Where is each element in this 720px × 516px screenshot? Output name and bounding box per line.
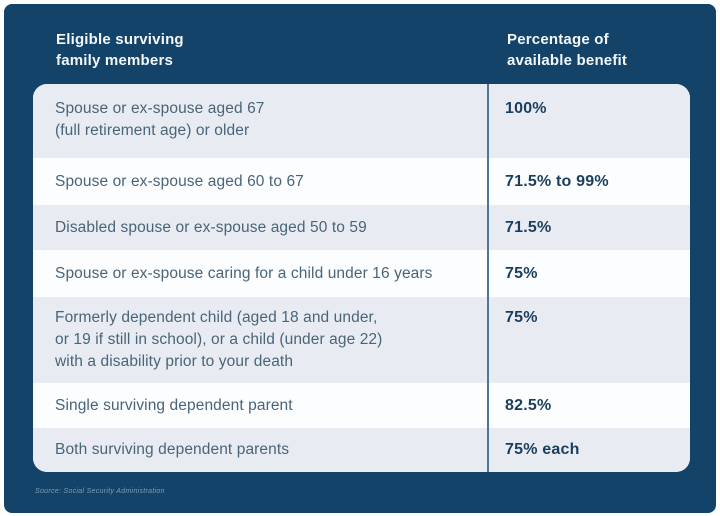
navy-panel: Eligible surviving family members Percen… <box>4 4 716 513</box>
benefit-cell: 82.5% <box>487 383 690 428</box>
member-cell: Both surviving dependent parents <box>55 441 290 458</box>
source-attribution: Source: Social Security Administration <box>35 488 165 495</box>
member-cell: Single surviving dependent parent <box>55 396 293 414</box>
benefits-table: Spouse or ex-spouse aged 67 (full retire… <box>33 84 690 472</box>
table-row: Spouse or ex-spouse aged 67 (full retire… <box>33 84 690 158</box>
table-row: Both surviving dependent parents 75% eac… <box>33 428 690 472</box>
column-header-members: Eligible surviving family members <box>56 31 184 69</box>
member-cell: Spouse or ex-spouse aged 60 to 67 <box>55 172 304 190</box>
member-cell: Spouse or ex-spouse caring for a child u… <box>55 264 433 282</box>
member-cell: Disabled spouse or ex-spouse aged 50 to … <box>55 218 367 236</box>
table-row: Disabled spouse or ex-spouse aged 50 to … <box>33 205 690 250</box>
benefit-cell: 100% <box>487 84 690 158</box>
benefit-cell: 71.5% to 99% <box>487 158 690 205</box>
member-cell: Spouse or ex-spouse aged 67 (full retire… <box>55 100 265 139</box>
benefit-cell: 75% each <box>487 428 690 472</box>
table-row: Spouse or ex-spouse aged 60 to 67 71.5% … <box>33 158 690 205</box>
benefit-cell: 71.5% <box>487 205 690 250</box>
member-cell: Formerly dependent child (aged 18 and un… <box>55 309 383 370</box>
benefit-cell: 75% <box>487 297 690 383</box>
table-row: Single surviving dependent parent 82.5% <box>33 383 690 428</box>
benefit-cell: 75% <box>487 250 690 297</box>
column-header-benefit: Percentage of available benefit <box>507 31 628 69</box>
table-row: Formerly dependent child (aged 18 and un… <box>33 297 690 383</box>
table-row: Spouse or ex-spouse caring for a child u… <box>33 250 690 297</box>
